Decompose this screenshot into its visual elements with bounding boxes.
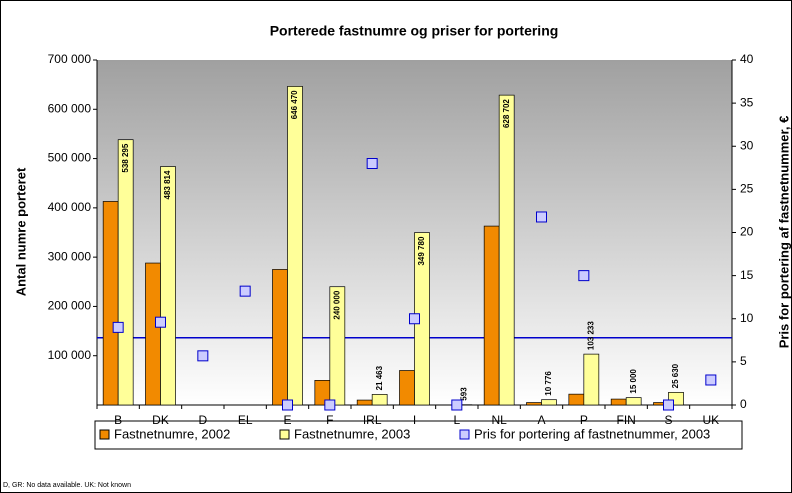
x-tick-label: DK <box>152 413 169 427</box>
bar <box>583 353 600 406</box>
bar <box>371 394 388 406</box>
bar <box>272 269 288 406</box>
bar <box>610 398 627 406</box>
y2-tick-label: 20 <box>740 225 754 239</box>
bar <box>568 393 585 406</box>
marker <box>282 399 293 411</box>
legend-swatch <box>99 429 110 440</box>
y-axis-label: Antal numre porteret <box>13 167 28 296</box>
value-label: 25 630 <box>671 363 680 388</box>
y2-tick-label: 25 <box>740 182 754 196</box>
bar <box>329 286 346 406</box>
y2-tick-label: 30 <box>740 138 754 152</box>
value-label: 240 000 <box>332 290 341 319</box>
value-label: 538 295 <box>121 143 130 172</box>
x-tick-label: A <box>537 413 545 427</box>
y-tick-label: 400 000 <box>48 200 92 214</box>
y2-tick-label: 35 <box>740 95 754 109</box>
y2-axis-label: Pris for portering af fastnetnummer, € <box>776 116 791 349</box>
x-tick-label: B <box>114 413 122 427</box>
bar <box>399 370 415 406</box>
x-tick-label: P <box>580 413 588 427</box>
chart-title: Porterede fastnumre og priser for porter… <box>270 23 559 39</box>
bar <box>498 94 515 406</box>
bar <box>287 86 303 406</box>
marker <box>366 158 378 169</box>
x-tick-label: NL <box>491 413 507 427</box>
marker <box>112 321 124 333</box>
legend-swatch <box>279 429 290 440</box>
y-tick-label: 300 000 <box>48 249 92 263</box>
y2-tick-label: 10 <box>740 311 754 325</box>
x-tick-label: D <box>198 413 207 427</box>
y2-tick-label: 15 <box>740 268 754 282</box>
marker <box>536 211 547 223</box>
x-tick-label: L <box>453 413 460 427</box>
value-label: 483 814 <box>163 170 172 199</box>
y-tick-label: 100 000 <box>48 348 92 362</box>
x-tick-label: UK <box>702 413 719 427</box>
y2-tick-label: 40 <box>740 52 754 66</box>
y-tick-label: 600 000 <box>48 101 92 115</box>
value-label: 646 470 <box>290 90 299 119</box>
y-tick-label: 200 000 <box>48 299 92 313</box>
value-label: 628 702 <box>502 99 511 128</box>
x-tick-label: EL <box>238 413 253 427</box>
footnote: D, GR: No data available. UK: Not known <box>3 482 131 489</box>
bar <box>541 399 557 406</box>
bar <box>145 262 161 406</box>
x-tick-label: I <box>413 413 416 427</box>
value-label: 15 000 <box>629 369 638 394</box>
bar <box>625 397 642 406</box>
x-tick-label: E <box>283 413 291 427</box>
value-label: 103 233 <box>586 321 595 350</box>
x-tick-label: S <box>664 413 672 427</box>
legend-label: Fastnetnumre, 2002 <box>114 426 230 441</box>
bar <box>356 399 373 406</box>
x-tick-label: F <box>326 413 333 427</box>
bar <box>102 201 119 406</box>
y-tick-label: 500 000 <box>48 151 92 165</box>
bar <box>483 225 500 406</box>
y2-tick-label: 0 <box>740 397 747 411</box>
value-label: 593 <box>459 387 468 401</box>
marker <box>197 350 209 362</box>
marker <box>324 399 336 411</box>
x-tick-label: FIN <box>616 413 635 427</box>
y-tick-label: 700 000 <box>48 52 92 66</box>
bar <box>117 139 134 406</box>
y2-tick-label: 5 <box>740 354 747 368</box>
value-label: 10 776 <box>544 371 553 396</box>
bar <box>160 166 176 406</box>
marker <box>409 313 420 325</box>
legend <box>94 420 743 450</box>
bar <box>526 402 542 406</box>
legend-label: Pris for portering af fastnetnummer, 200… <box>474 426 710 441</box>
marker <box>451 399 463 411</box>
marker <box>578 270 590 282</box>
marker <box>239 285 251 297</box>
value-label: 21 463 <box>375 365 384 390</box>
x-tick-label: IRL <box>363 413 382 427</box>
legend-swatch <box>459 429 470 440</box>
marker <box>663 399 674 411</box>
marker <box>705 374 717 386</box>
value-label: 349 780 <box>417 236 426 265</box>
legend-label: Fastnetnumre, 2003 <box>294 426 410 441</box>
marker <box>155 316 166 328</box>
